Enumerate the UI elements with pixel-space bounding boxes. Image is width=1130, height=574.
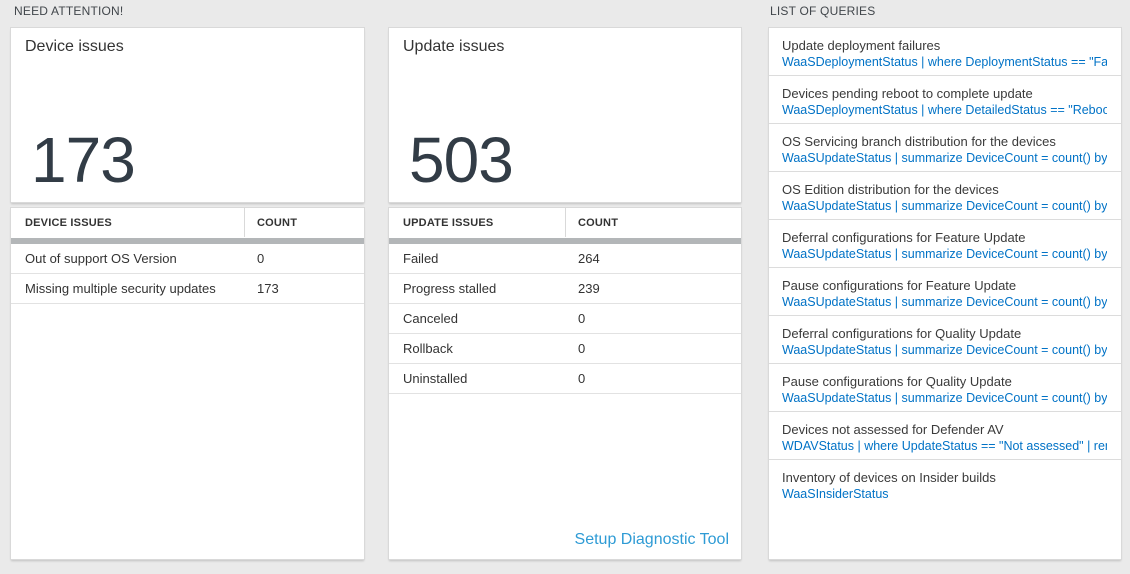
update-count-column-header: COUNT [578,216,619,229]
query-list-item[interactable]: Deferral configurations for Quality Upda… [769,316,1121,364]
query-code-link[interactable]: WaaSInsiderStatus [782,487,889,501]
query-code-link[interactable]: WaaSDeploymentStatus | where DeploymentS… [782,55,1107,69]
update-issues-title: Update issues [403,38,505,55]
device-count-column-header: COUNT [257,216,298,229]
query-title: Deferral configurations for Quality Upda… [782,326,1022,341]
query-list-item[interactable]: Devices not assessed for Defender AV WDA… [769,412,1121,460]
query-title: Inventory of devices on Insider builds [782,470,996,485]
query-list-item[interactable]: Devices pending reboot to complete updat… [769,76,1121,124]
update-issue-count: 0 [578,371,586,386]
query-title: Pause configurations for Quality Update [782,374,1012,389]
device-issues-table-header: DEVICE ISSUES COUNT [11,208,364,237]
update-issues-summary-tile[interactable]: Update issues 503 [388,27,742,203]
update-issue-label: Uninstalled [403,371,468,386]
query-title: OS Servicing branch distribution for the… [782,134,1056,149]
need-attention-section-label: NEED ATTENTION! [14,4,124,18]
query-list-item[interactable]: Update deployment failures WaaSDeploymen… [769,28,1121,76]
update-issues-table-card: UPDATE ISSUES COUNT Failed 264 Progress … [388,207,742,560]
device-issue-count: 173 [257,281,279,296]
table-row[interactable]: Progress stalled 239 [389,274,741,304]
query-list-item[interactable]: OS Servicing branch distribution for the… [769,124,1121,172]
query-title: Devices pending reboot to complete updat… [782,86,1033,101]
update-issues-table-header: UPDATE ISSUES COUNT [389,208,741,237]
query-code-link[interactable]: WaaSUpdateStatus | summarize DeviceCount… [782,247,1107,261]
update-issues-column-header: UPDATE ISSUES [389,208,566,237]
device-issues-column-header: DEVICE ISSUES [11,208,245,237]
device-issues-summary-tile[interactable]: Device issues 173 [10,27,365,203]
horizontal-scrollbar[interactable] [389,238,741,244]
device-issue-label: Out of support OS Version [25,251,177,266]
query-code-link[interactable]: WaaSDeploymentStatus | where DetailedSta… [782,103,1107,117]
device-issues-table-card: DEVICE ISSUES COUNT Out of support OS Ve… [10,207,365,560]
update-issue-count: 0 [578,311,586,326]
query-list-item[interactable]: Pause configurations for Feature Update … [769,268,1121,316]
device-issue-label: Missing multiple security updates [25,281,216,296]
query-list-item[interactable]: Inventory of devices on Insider builds W… [769,460,1121,508]
query-list-item[interactable]: Pause configurations for Quality Update … [769,364,1121,412]
list-of-queries-section-label: LIST OF QUERIES [770,4,876,18]
query-list-item[interactable]: Deferral configurations for Feature Upda… [769,220,1121,268]
table-row[interactable]: Uninstalled 0 [389,364,741,394]
query-title: Update deployment failures [782,38,941,53]
update-issue-label: Rollback [403,341,453,356]
device-issues-title: Device issues [25,38,124,55]
update-issues-count: 503 [409,124,514,196]
query-list-item[interactable]: OS Edition distribution for the devices … [769,172,1121,220]
device-issue-count: 0 [257,251,265,266]
update-issue-count: 264 [578,251,600,266]
query-code-link[interactable]: WaaSUpdateStatus | summarize DeviceCount… [782,391,1107,405]
query-title: Pause configurations for Feature Update [782,278,1017,293]
table-row[interactable]: Canceled 0 [389,304,741,334]
query-code-link[interactable]: WaaSUpdateStatus | summarize DeviceCount… [782,151,1107,165]
query-code-link[interactable]: WaaSUpdateStatus | summarize DeviceCount… [782,199,1107,213]
setup-diagnostic-tool-link[interactable]: Setup Diagnostic Tool [574,531,729,548]
update-issue-count: 239 [578,281,600,296]
table-row[interactable]: Out of support OS Version 0 [11,244,364,274]
update-issue-label: Failed [403,251,439,266]
table-row[interactable]: Failed 264 [389,244,741,274]
horizontal-scrollbar[interactable] [11,238,364,244]
table-row[interactable]: Rollback 0 [389,334,741,364]
query-code-link[interactable]: WDAVStatus | where UpdateStatus == "Not … [782,439,1107,453]
update-issue-label: Canceled [403,311,458,326]
query-title: Deferral configurations for Feature Upda… [782,230,1026,245]
query-title: OS Edition distribution for the devices [782,182,999,197]
table-row[interactable]: Missing multiple security updates 173 [11,274,364,304]
device-issues-count: 173 [31,124,136,196]
list-of-queries-panel: Update deployment failures WaaSDeploymen… [768,27,1122,560]
update-issue-label: Progress stalled [403,281,497,296]
query-code-link[interactable]: WaaSUpdateStatus | summarize DeviceCount… [782,343,1107,357]
query-code-link[interactable]: WaaSUpdateStatus | summarize DeviceCount… [782,295,1107,309]
update-issue-count: 0 [578,341,586,356]
query-title: Devices not assessed for Defender AV [782,422,1004,437]
